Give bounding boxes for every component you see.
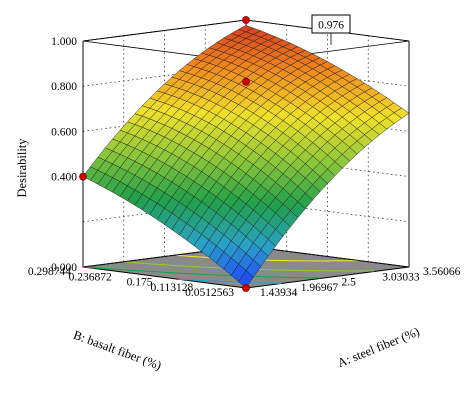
optimum-label-box (311, 14, 351, 34)
x-tick-label: 1.43934 (260, 287, 298, 299)
x-tick-label: 1.96967 (301, 282, 339, 294)
z-tick-label: 0.000 (51, 262, 77, 274)
grid-line-z (82, 200, 410, 223)
points-layer (79, 16, 250, 292)
z-tick-label: 0.400 (51, 172, 77, 184)
y-tick-label: 0.0512563 (185, 287, 234, 299)
x-tick-label: 2.5 (342, 277, 357, 289)
floor-contour (124, 261, 374, 272)
z-axis-title: Desirability (15, 138, 29, 198)
optimum-label: 0.976 (318, 20, 344, 32)
y-tick-label: 0.236872 (69, 271, 112, 283)
grid-line-z (82, 245, 410, 268)
design-point (79, 172, 87, 181)
y-tick-label: 0.298744 (28, 266, 71, 278)
design-point (242, 77, 250, 86)
y-tick-label: 0.113128 (151, 282, 194, 294)
surface-patch (238, 270, 254, 289)
floor-contour (82, 266, 321, 279)
surface-layer (82, 25, 410, 289)
y-axis-title: B: basalt fiber (%) (71, 328, 163, 373)
y-tick-label: 0.175 (127, 277, 153, 289)
x-axis-title: A: steel fiber (%) (335, 324, 421, 370)
x-tick-label: 3.56066 (423, 266, 461, 278)
floor-contour (178, 278, 281, 284)
design-point (242, 284, 250, 292)
z-tick-label: 0.800 (51, 81, 77, 93)
grid-line-z (82, 64, 410, 87)
x-tick-label: 3.03033 (382, 271, 420, 283)
z-tick-label: 0.600 (51, 126, 77, 138)
design-point (242, 16, 250, 24)
z-tick-label: 1.000 (51, 36, 77, 48)
